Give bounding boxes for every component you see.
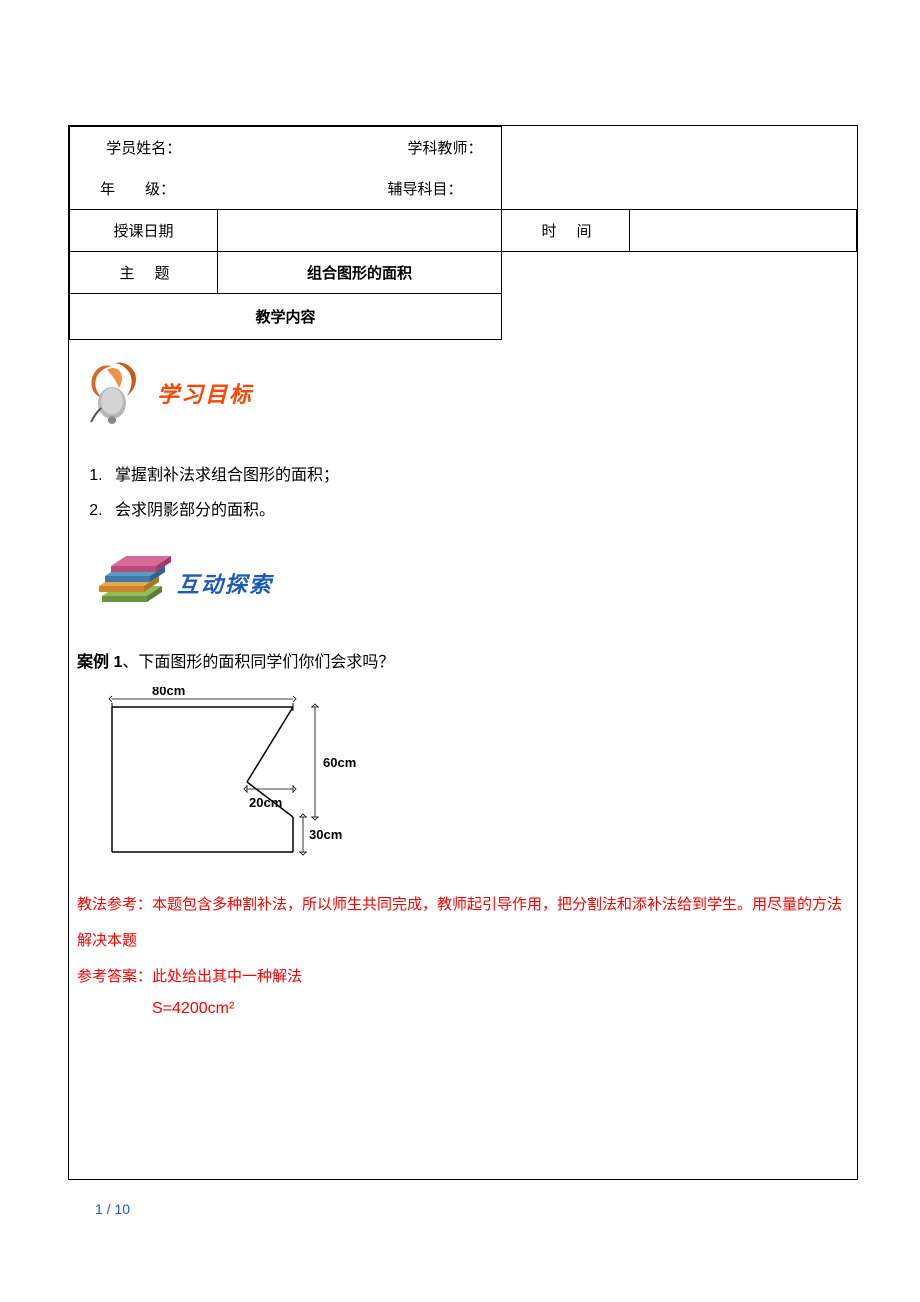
teacher-label: 学科教师： — [218, 127, 502, 169]
section2-title: 互动探索 — [177, 567, 273, 599]
teaching-note: 教法参考：本题包含多种割补法，所以师生共同完成，教师起引导作用，把分割法和添补法… — [77, 887, 849, 959]
header-table: 学员姓名： 学科教师： 年 级： 辅导科目： 授课日期 时间 主题 组合图形的面… — [69, 126, 857, 340]
content-header: 教学内容 — [70, 294, 502, 340]
dim-20cm: 20cm — [249, 795, 282, 810]
section-interactive: 互动探索 — [87, 548, 849, 618]
objective-2: 会求阴影部分的面积。 — [107, 493, 849, 528]
time-value — [630, 210, 857, 252]
section-learning-goal: 学习目标 — [77, 358, 849, 428]
case1-title: 案例 1、下面图形的面积同学们你们会求吗？ — [77, 648, 849, 672]
case1-label: 案例 1 — [77, 654, 122, 671]
student-name-label: 学员姓名： — [70, 127, 218, 169]
content-body: 学习目标 掌握割补法求组合图形的面积； 会求阴影部分的面积。 — [69, 340, 857, 1028]
answer-formula: S=4200cm² — [152, 1000, 849, 1018]
page-number: 1 / 10 — [95, 1201, 130, 1217]
dim-80cm: 80cm — [152, 687, 185, 698]
section1-title: 学习目标 — [157, 377, 253, 409]
books-icon — [87, 548, 177, 618]
answer-label: 参考答案：此处给出其中一种解法 — [77, 959, 849, 995]
date-value — [218, 210, 502, 252]
case1-question: 、下面图形的面积同学们你们会求吗？ — [122, 654, 394, 671]
leaf-bell-icon — [77, 358, 157, 428]
geometry-diagram: 80cm 60cm 20cm 30cm — [97, 687, 377, 867]
page-container: 学员姓名： 学科教师： 年 级： 辅导科目： 授课日期 时间 主题 组合图形的面… — [68, 125, 858, 1180]
subject-label: 辅导科目： — [218, 168, 502, 210]
dim-60cm: 60cm — [323, 755, 356, 770]
topic-value: 组合图形的面积 — [218, 252, 502, 294]
grade-label: 年 级： — [70, 168, 218, 210]
date-label: 授课日期 — [70, 210, 218, 252]
time-label: 时间 — [502, 210, 630, 252]
topic-label: 主题 — [70, 252, 218, 294]
objective-1: 掌握割补法求组合图形的面积； — [107, 458, 849, 493]
dim-30cm: 30cm — [309, 827, 342, 842]
objectives-list: 掌握割补法求组合图形的面积； 会求阴影部分的面积。 — [77, 458, 849, 528]
